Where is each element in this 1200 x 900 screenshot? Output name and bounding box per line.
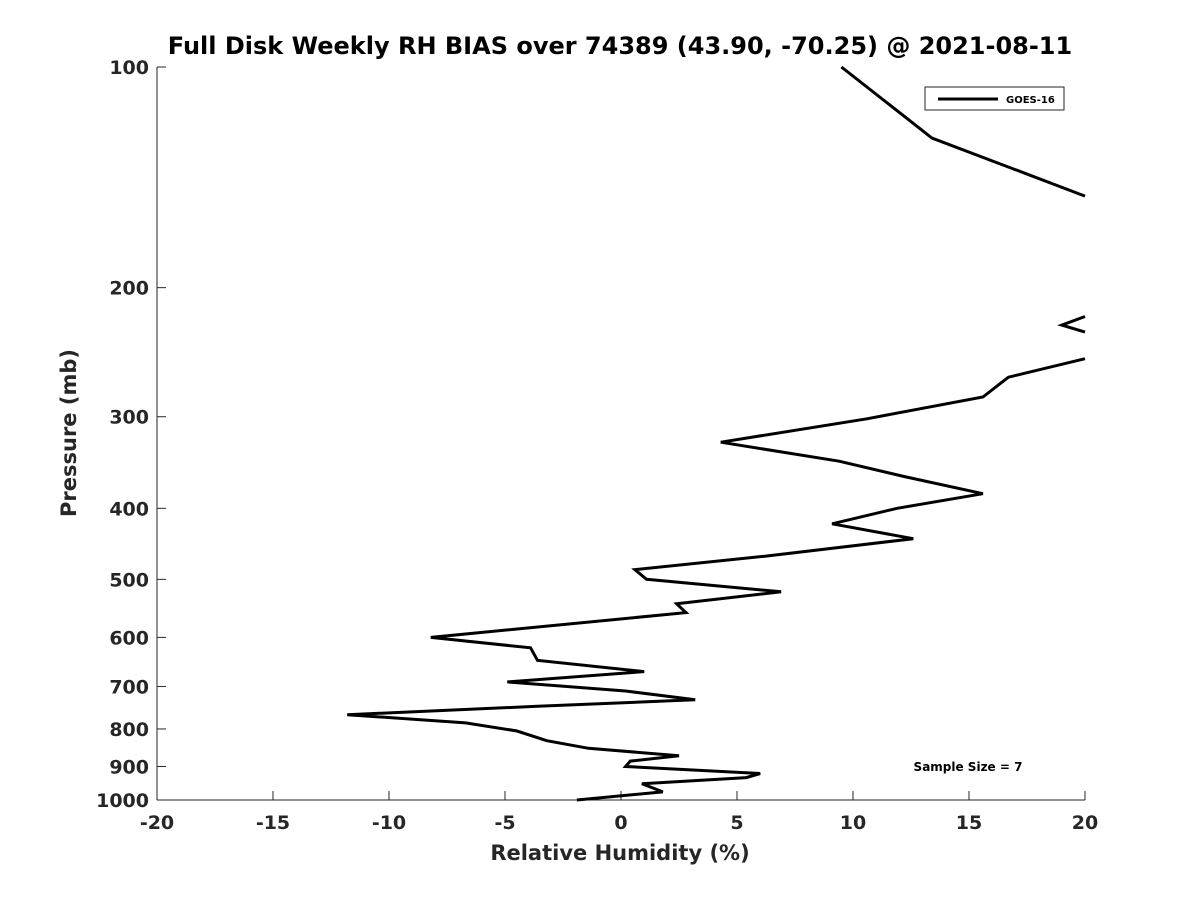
x-axis-ticks: -20 -15 -10 -5 0 5 10 15 20 — [140, 791, 1098, 834]
series-line-goes-16-segment-2 — [1057, 315, 1086, 334]
y-tick-label: 200 — [109, 278, 149, 300]
x-tick-label: 5 — [730, 812, 743, 834]
x-tick-label: -5 — [494, 812, 515, 834]
series-layer — [347, 65, 1086, 802]
y-tick-label: 800 — [109, 719, 149, 741]
legend-entry-goes-16: GOES-16 — [1006, 95, 1055, 106]
x-tick-label: -20 — [140, 812, 174, 834]
x-tick-label: -15 — [256, 812, 290, 834]
x-tick-label: 20 — [1072, 812, 1098, 834]
y-tick-label: 300 — [109, 407, 149, 429]
chart-title: Full Disk Weekly RH BIAS over 74389 (43.… — [168, 32, 1072, 60]
y-tick-label: 700 — [109, 676, 149, 698]
sample-size-annotation: Sample Size = 7 — [914, 760, 1023, 774]
y-tick-label: 900 — [109, 756, 149, 778]
x-tick-label: 15 — [956, 812, 982, 834]
x-tick-label: 0 — [614, 812, 627, 834]
y-tick-label: 1000 — [96, 790, 149, 812]
y-tick-label: 600 — [109, 627, 149, 649]
y-tick-label: 100 — [109, 57, 149, 79]
y-tick-label: 500 — [109, 569, 149, 591]
y-axis-ticks: 100 200 300 400 500 600 700 800 900 1000 — [96, 57, 166, 812]
x-axis-label: Relative Humidity (%) — [490, 841, 749, 865]
legend: GOES-16 — [924, 86, 1065, 111]
series-line-goes-16-segment-3 — [347, 357, 1086, 802]
x-tick-label: -10 — [372, 812, 406, 834]
y-tick-label: 400 — [109, 498, 149, 520]
series-line-goes-16-segment-1 — [840, 65, 1086, 198]
x-tick-label: 10 — [840, 812, 866, 834]
y-axis-label: Pressure (mb) — [57, 349, 81, 517]
